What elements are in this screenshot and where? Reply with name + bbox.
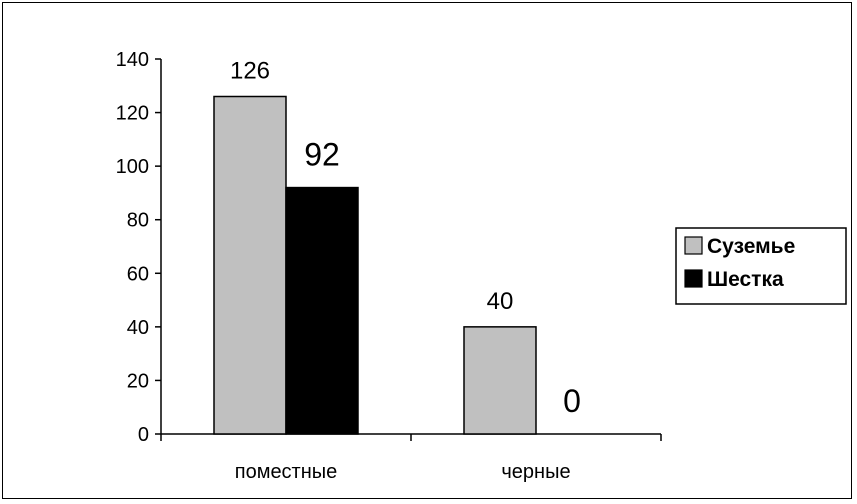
- data-label: 40: [487, 288, 514, 315]
- data-label: 92: [304, 137, 340, 173]
- legend-entry-label: Шестка: [707, 268, 784, 291]
- bar-chart: 0 20 40 60 80 100 120 140 126 92 поместные 40 0 черны…: [116, 49, 847, 483]
- data-label: 0: [563, 383, 581, 419]
- y-tick-label: 100: [116, 156, 149, 178]
- y-tick-label: 0: [138, 424, 149, 446]
- bar-suzemye-chernye: [463, 326, 537, 435]
- legend-entry-label: Суземье: [707, 235, 795, 258]
- x-category-label: черные: [501, 461, 570, 483]
- x-category-label: поместные: [235, 461, 338, 483]
- legend: Суземье Шестка: [675, 227, 847, 305]
- y-tick-label: 80: [127, 210, 149, 232]
- bar-shestka-pomestnye: [285, 186, 359, 435]
- legend-swatch: [684, 269, 703, 288]
- bar-suzemye-pomestnye: [213, 95, 287, 435]
- y-tick-label: 60: [127, 263, 149, 285]
- y-tick-label: 140: [116, 49, 149, 71]
- legend-swatch: [684, 236, 703, 255]
- y-tick-label: 40: [127, 317, 149, 339]
- chart-frame: 0 20 40 60 80 100 120 140 126 92 поместные 40 0 черны…: [2, 2, 852, 499]
- plot-area: 0 20 40 60 80 100 120 140 126 92 поместные 40 0 черны…: [116, 49, 662, 483]
- data-label: 126: [230, 58, 270, 85]
- legend-box: [675, 227, 847, 305]
- y-tick-label: 20: [127, 370, 149, 392]
- y-tick-label: 120: [116, 103, 149, 125]
